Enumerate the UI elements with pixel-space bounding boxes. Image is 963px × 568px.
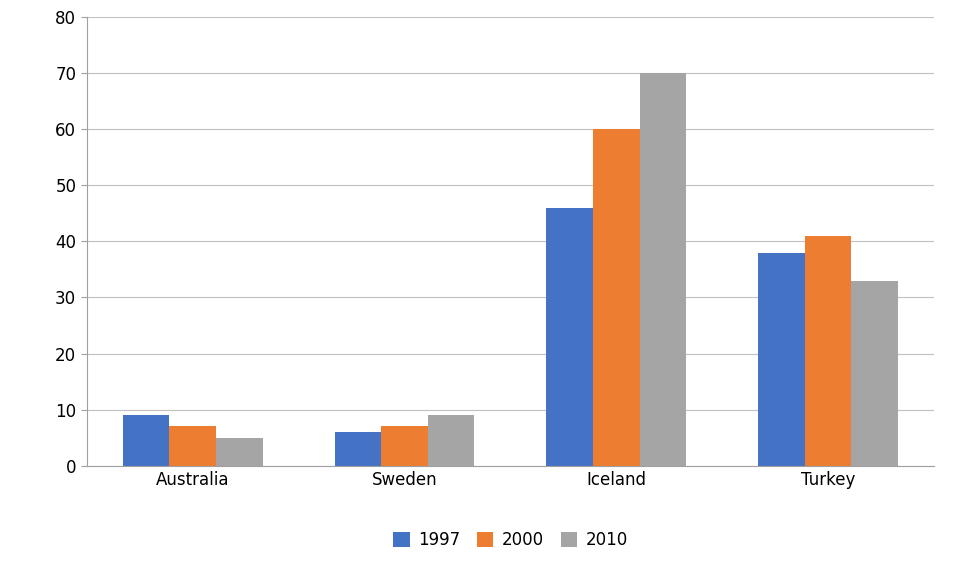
Bar xyxy=(122,415,169,466)
Bar xyxy=(334,432,381,466)
Bar xyxy=(428,415,475,466)
Bar xyxy=(639,73,687,466)
Bar xyxy=(805,236,851,466)
Bar xyxy=(169,427,216,466)
Bar xyxy=(593,129,639,466)
Legend: 1997, 2000, 2010: 1997, 2000, 2010 xyxy=(386,525,635,556)
Bar xyxy=(381,427,428,466)
Bar xyxy=(758,253,805,466)
Bar xyxy=(546,208,593,466)
Bar xyxy=(851,281,898,466)
Bar xyxy=(216,438,263,466)
